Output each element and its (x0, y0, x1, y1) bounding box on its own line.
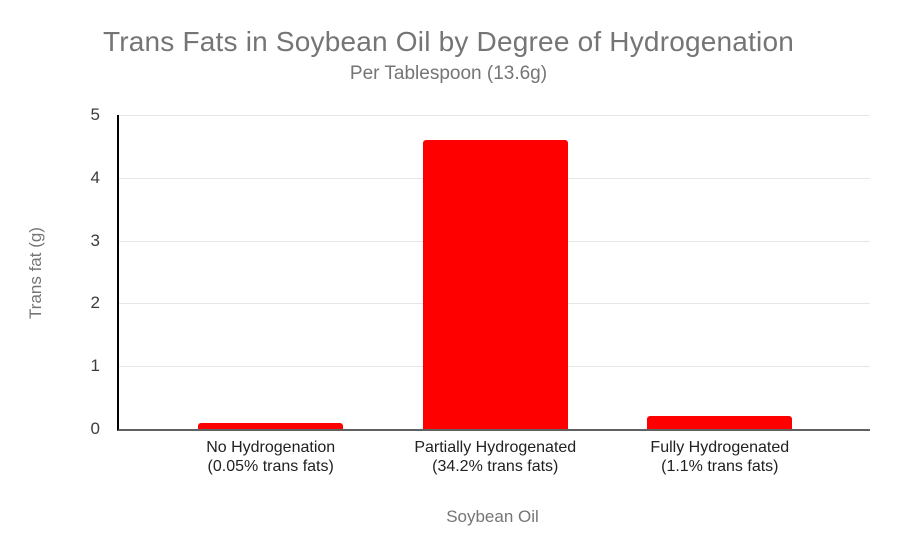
y-tick-label-0: 0 (90, 419, 100, 438)
bar-2 (422, 140, 568, 429)
category-name: Partially Hydrogenated (414, 439, 577, 456)
category-label-2: Partially Hydrogenated (34.2% trans fats) (414, 438, 576, 476)
category-label-1: No Hydrogenation (0.05% trans fats) (206, 438, 335, 476)
x-axis-category-labels: No Hydrogenation (0.05% trans fats) Partia… (119, 438, 870, 480)
gridline-y5 (119, 115, 870, 116)
category-name: No Hydrogenation (206, 439, 336, 456)
y-axis-tick-labels: 0 1 2 3 4 5 (0, 106, 109, 438)
y-tick-label-2: 2 (90, 293, 100, 313)
category-label-3: Fully Hydrogenated (1.1% trans fats) (650, 438, 789, 476)
chart-subtitle: Per Tablespoon (13.6g) (349, 63, 548, 84)
chart-title: Trans Fats in Soybean Oil by Degree of H… (102, 26, 795, 57)
category-sublabel: (1.1% trans fats) (661, 458, 779, 475)
plot-area (117, 115, 870, 431)
y-tick-label-3: 3 (90, 230, 100, 250)
category-name: Fully Hydrogenated (650, 439, 790, 456)
y-tick-label-4: 4 (90, 167, 100, 187)
category-sublabel: (0.05% trans fats) (207, 458, 334, 475)
x-axis-title: Soybean Oil (446, 507, 539, 526)
y-tick-label-5: 5 (90, 105, 100, 124)
category-sublabel: (34.2% trans fats) (432, 458, 559, 475)
bar-3 (647, 416, 793, 429)
bar-1 (198, 422, 344, 429)
y-tick-label-1: 1 (90, 356, 100, 376)
